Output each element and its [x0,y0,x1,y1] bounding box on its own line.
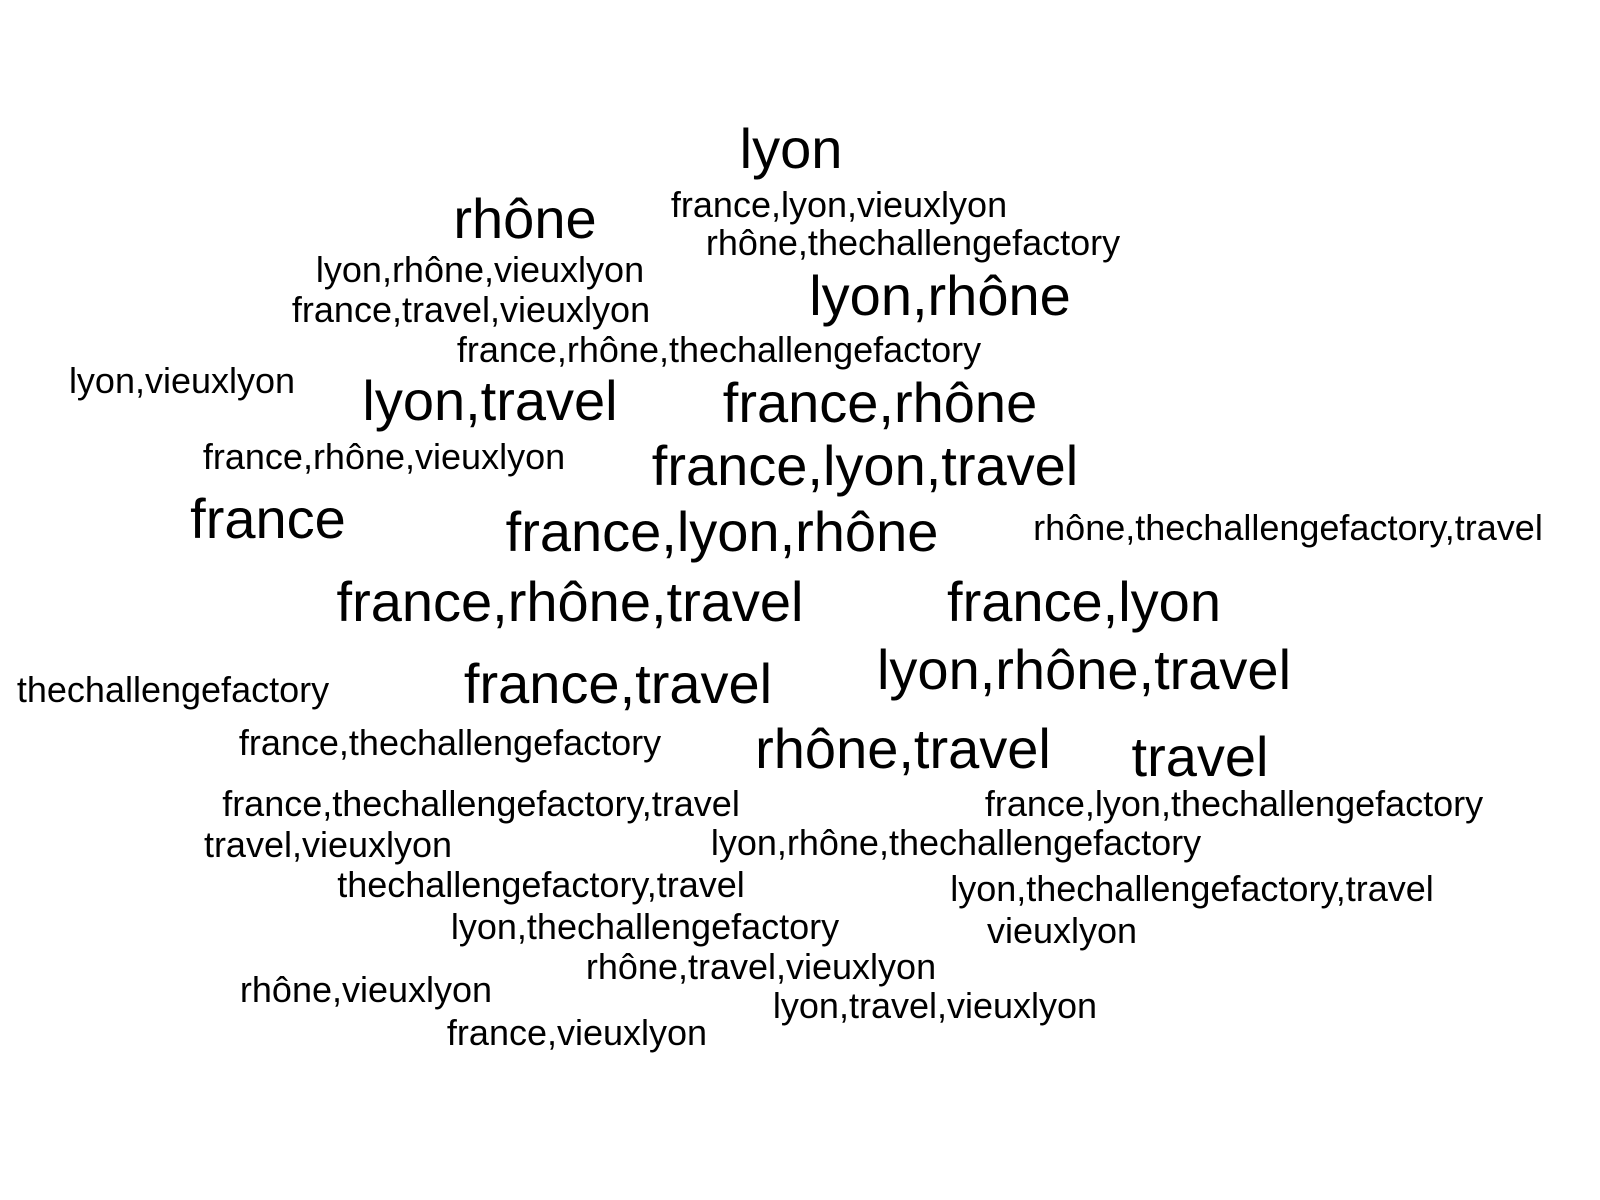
cloud-word: lyon,rhône,travel [876,638,1292,701]
cloud-word: lyon,travel [362,369,618,432]
cloud-word: france,rhône [722,371,1038,434]
cloud-word: rhône,travel [755,717,1051,780]
cloud-word: rhône,travel,vieuxlyon [585,946,937,987]
cloud-word: france [190,487,346,550]
cloud-word: travel [1131,725,1269,788]
cloud-word: thechallengefactory [16,669,330,710]
cloud-word: lyon,rhône [809,264,1071,327]
cloud-word: france,lyon,vieuxlyon [670,184,1008,225]
cloud-word: lyon,thechallengefactory [450,906,840,947]
cloud-word: france,rhône,thechallengefactory [456,329,982,370]
cloud-word: france,lyon [947,570,1221,633]
cloud-word: lyon,rhône,thechallengefactory [710,822,1202,863]
cloud-word: lyon,thechallengefactory,travel [950,868,1434,909]
cloud-word: vieuxlyon [986,910,1138,951]
cloud-word: france,rhône,travel [336,570,804,633]
cloud-word: rhône,vieuxlyon [239,969,493,1010]
cloud-word: france,vieuxlyon [446,1012,708,1053]
cloud-word: france,lyon,thechallengefactory [984,783,1484,824]
cloud-word: rhône [453,187,597,250]
cloud-word: france,lyon,rhône [505,500,939,563]
cloud-word: lyon,travel,vieuxlyon [772,985,1098,1026]
cloud-word: lyon,rhône,vieuxlyon [315,249,645,290]
cloud-word: france,travel,vieuxlyon [291,289,651,330]
cloud-word: rhône,thechallengefactory [705,222,1121,263]
cloud-word: france,thechallengefactory [238,722,662,763]
cloud-word: france,travel [463,652,773,715]
cloud-word: travel,vieuxlyon [203,824,453,865]
cloud-word: france,thechallengefactory,travel [222,783,740,824]
cloud-word: france,lyon,travel [651,434,1079,497]
cloud-word: thechallengefactory,travel [337,864,745,905]
cloud-word: rhône,thechallengefactory,travel [1033,507,1543,548]
cloud-word: lyon,vieuxlyon [68,360,296,401]
cloud-word: lyon [739,117,843,180]
cloud-word: france,rhône,vieuxlyon [202,436,566,477]
